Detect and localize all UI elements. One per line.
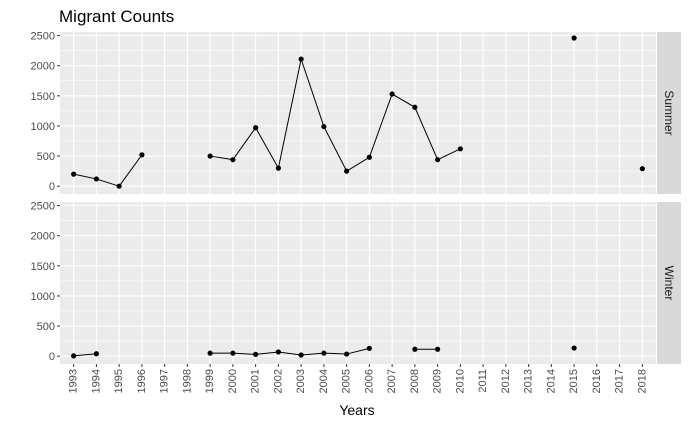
y-tick-label: 2500 — [31, 31, 55, 43]
y-tick-label: 1000 — [31, 121, 55, 133]
data-point — [389, 91, 395, 97]
x-tick-label: 2013 — [523, 369, 535, 393]
facet-strip — [657, 32, 681, 194]
x-tick-label: 2007 — [386, 369, 398, 393]
x-tick-label: 2001 — [250, 369, 262, 393]
data-point — [253, 351, 259, 357]
data-point — [253, 125, 259, 131]
y-tick-label: 0 — [49, 351, 55, 363]
x-tick-label: 2018 — [636, 369, 648, 393]
x-tick-label: 2016 — [591, 369, 603, 393]
series-line-winter-1 — [210, 347, 370, 356]
x-tick-label: 1996 — [136, 369, 148, 393]
x-tick-label: 2015 — [568, 369, 580, 393]
data-point — [412, 346, 418, 352]
data-point — [435, 346, 441, 352]
data-point — [321, 123, 327, 130]
y-tick-label: 500 — [37, 321, 55, 333]
data-point — [571, 35, 577, 41]
y-tick-label: 1000 — [31, 291, 55, 303]
data-point — [366, 345, 372, 351]
data-point — [344, 168, 350, 174]
panel-background — [60, 202, 656, 364]
x-tick-label: 2014 — [545, 369, 557, 393]
data-point — [457, 146, 463, 152]
data-point — [93, 176, 99, 182]
data-point — [412, 104, 418, 110]
x-tick-label: 2003 — [295, 369, 307, 393]
data-point — [230, 157, 236, 163]
x-tick-label: 1998 — [181, 369, 193, 393]
facet-strip-label: Summer — [662, 90, 676, 135]
x-tick-label: 2009 — [432, 369, 444, 393]
x-tick-label: 1994 — [90, 369, 102, 393]
x-tick-label: 2011 — [477, 369, 489, 393]
data-point — [116, 183, 122, 189]
data-point — [344, 351, 350, 357]
facet-strip — [657, 202, 681, 364]
data-point — [298, 352, 304, 358]
panel-background — [60, 32, 656, 194]
y-tick-label: 1500 — [31, 91, 55, 103]
data-point — [71, 171, 77, 177]
data-point — [71, 353, 77, 359]
x-tick-label: 2010 — [454, 369, 466, 393]
chart-panels: 0 500 1000 1500 2000 2500 Summer 0 500 1000 1500 20… — [31, 31, 681, 393]
series-line-winter-0 — [73, 353, 97, 357]
x-axis: 1993 1994 1995 1996 1997 1998 1999 2000 2001 2002… — [68, 364, 648, 393]
facet-panel-summer: 0 500 1000 1500 2000 2500 Summer — [31, 31, 681, 194]
facet-strip-label: Winter — [662, 266, 676, 301]
x-tick-label: 1999 — [204, 369, 216, 393]
y-tick-label: 2000 — [31, 231, 55, 243]
data-point — [230, 350, 236, 356]
data-point — [366, 154, 372, 160]
x-tick-label: 2017 — [614, 369, 626, 393]
x-tick-label: 2002 — [272, 369, 284, 393]
data-point — [207, 153, 213, 159]
data-point — [139, 152, 145, 158]
data-point — [639, 166, 645, 172]
x-axis-title: Years — [339, 402, 374, 418]
x-tick-label: 2005 — [341, 369, 353, 393]
y-tick-label: 2000 — [31, 61, 55, 73]
chart-title: Migrant Counts — [59, 7, 174, 26]
data-point — [275, 165, 281, 171]
data-point — [93, 351, 99, 357]
data-point — [275, 349, 281, 355]
y-tick-label: 2500 — [31, 201, 55, 213]
x-tick-label: 2006 — [363, 369, 375, 393]
y-tick-label: 0 — [49, 181, 55, 193]
data-point — [571, 345, 577, 351]
x-tick-label: 1993 — [68, 369, 80, 393]
x-tick-label: 2012 — [500, 369, 512, 393]
y-tick-label: 1500 — [31, 261, 55, 273]
data-point — [435, 157, 441, 163]
x-tick-label: 2008 — [409, 369, 421, 393]
series-line-summer-0 — [73, 154, 143, 187]
series-line-summer-1 — [210, 57, 461, 172]
x-tick-label: 1997 — [159, 369, 171, 393]
x-tick-label: 2000 — [227, 369, 239, 393]
data-point — [298, 56, 304, 62]
y-tick-label: 500 — [37, 151, 55, 163]
x-tick-label: 2004 — [318, 369, 330, 393]
data-point — [321, 350, 327, 356]
data-point — [207, 350, 213, 356]
facet-panel-winter: 0 500 1000 1500 2000 2500 Winter — [31, 201, 681, 364]
x-tick-label: 1995 — [113, 369, 125, 393]
